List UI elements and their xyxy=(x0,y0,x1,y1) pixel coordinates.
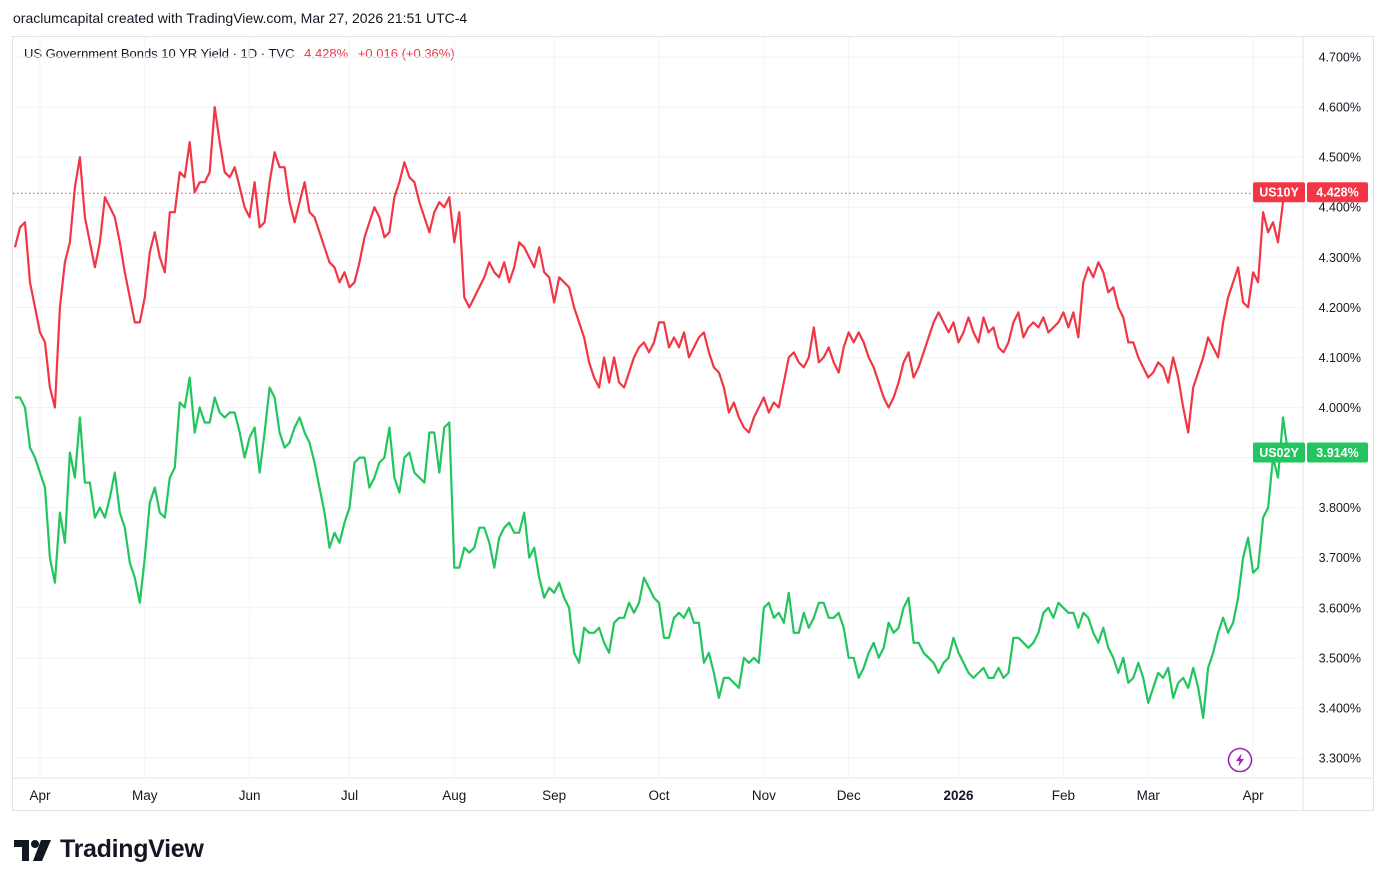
tradingview-logo[interactable]: TradingView xyxy=(14,835,204,864)
time-tick-label: May xyxy=(132,788,158,803)
last-value-label-us10y[interactable]: US10Y 4.428% xyxy=(1253,182,1368,203)
price-tick-label: 4.200% xyxy=(1319,301,1361,315)
time-tick-label: Aug xyxy=(442,788,466,803)
time-tick-label: 2026 xyxy=(944,788,975,803)
price-tick-label: 3.500% xyxy=(1319,651,1361,665)
time-tick-label: Dec xyxy=(837,788,861,803)
time-tick-label: Sep xyxy=(542,788,566,803)
symbol-tag-text: US10Y xyxy=(1259,186,1299,200)
time-tick-label: Mar xyxy=(1137,788,1161,803)
value-tag-text: 3.914% xyxy=(1316,446,1358,460)
price-tick-label: 4.100% xyxy=(1319,351,1361,365)
bolt-icon[interactable] xyxy=(1227,747,1253,773)
price-tick-label: 3.700% xyxy=(1319,551,1361,565)
last-value-label-us02y[interactable]: US02Y 3.914% xyxy=(1253,442,1368,463)
price-tick-label: 4.300% xyxy=(1319,251,1361,265)
time-tick-label: Jun xyxy=(239,788,261,803)
time-tick-label: Apr xyxy=(1243,788,1265,803)
chart-frame xyxy=(12,36,1374,811)
time-axis[interactable]: Apr May Jun Jul Aug Sep Oct Nov Dec 2026 Feb Mar Apr xyxy=(29,788,1264,803)
price-axis[interactable]: 3.300%3.400%3.500%3.600%3.700%3.800%3.90… xyxy=(1319,51,1361,766)
value-tag-bg xyxy=(1307,442,1368,463)
symbol-tag-bg xyxy=(1253,182,1305,203)
series-layer xyxy=(13,105,1290,720)
price-tick-label: 4.400% xyxy=(1319,201,1361,215)
price-tick-label: 4.600% xyxy=(1319,101,1361,115)
price-tick-label: 3.600% xyxy=(1319,601,1361,615)
time-tick-label: Apr xyxy=(29,788,51,803)
value-tag-bg xyxy=(1307,182,1368,203)
value-tag-text: 4.428% xyxy=(1316,186,1358,200)
time-tick-label: Feb xyxy=(1052,788,1075,803)
symbol-tag-text: US02Y xyxy=(1259,446,1299,460)
price-tick-label: 4.700% xyxy=(1319,51,1361,65)
price-tick-label: 3.400% xyxy=(1319,701,1361,715)
last-value-labels: US10Y 4.428% US02Y 3.914% xyxy=(1253,182,1368,463)
time-tick-label: Jul xyxy=(341,788,358,803)
price-tick-label: 3.300% xyxy=(1319,751,1361,765)
time-tick-label: Oct xyxy=(648,788,669,803)
series-line-us10y[interactable] xyxy=(13,105,1289,434)
series-line-us02y[interactable] xyxy=(15,376,1290,720)
price-tick-label: 4.500% xyxy=(1319,151,1361,165)
time-tick-label: Nov xyxy=(752,788,776,803)
tradingview-logo-icon xyxy=(14,839,51,861)
price-tick-label: 4.000% xyxy=(1319,401,1361,415)
tradingview-logo-text: TradingView xyxy=(60,835,204,863)
grid-lines xyxy=(12,37,1374,811)
price-tick-label: 3.800% xyxy=(1319,501,1361,515)
chart-caption: oraclumcapital created with TradingView.… xyxy=(13,10,468,26)
symbol-tag-bg xyxy=(1253,442,1305,463)
